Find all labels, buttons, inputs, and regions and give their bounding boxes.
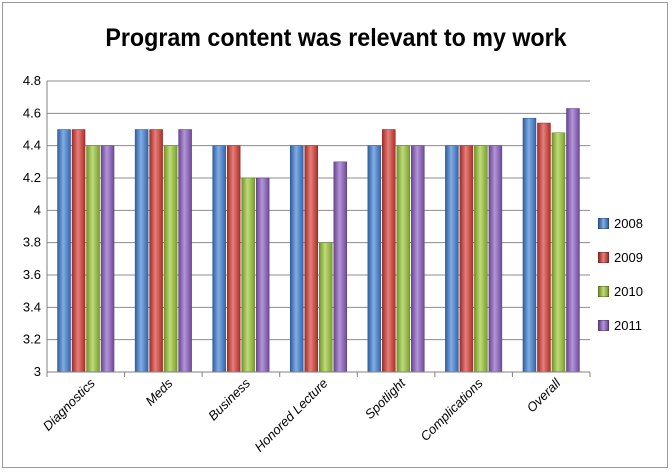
bar-business-2008 [212,145,226,373]
legend-swatch [598,285,609,297]
bar-diagnostics-2009 [71,129,86,373]
legend-label: 2008 [614,215,643,231]
bar-meds-2008 [134,129,149,373]
grid-lines [47,80,590,373]
bar-overall-2009 [537,122,551,373]
bar-diagnostics-2010 [86,145,100,373]
bar-spotlight-2011 [411,145,425,373]
bar-spotlight-2009 [382,129,396,373]
legend-swatch [598,217,609,229]
x-category-label: Honored Lecture [252,376,331,455]
y-tick-label: 3.8 [23,235,41,250]
bar-honored-lecture-2008 [290,145,304,373]
bar-business-2011 [255,177,270,373]
bar-meds-2009 [149,129,163,373]
bar-complications-2009 [459,145,474,373]
chart-title: Program content was relevant to my work [105,24,567,52]
x-category-label: Meds [142,375,175,408]
legend-item-2011: 2011 [598,308,668,342]
y-tick-label: 3.2 [23,332,41,347]
x-category-label: Spotlight [362,375,409,422]
y-tick-label: 4.6 [23,105,41,120]
legend-label: 2010 [614,283,643,299]
legend-swatch [598,251,609,263]
bar-business-2009 [226,145,241,373]
legend-item-2010: 2010 [598,274,668,308]
bar-complications-2008 [445,145,459,373]
bar-honored-lecture-2009 [304,145,318,373]
axes [46,81,591,377]
y-tick-label: 4.2 [23,170,41,185]
x-category-label: Business [205,375,253,423]
x-category-label: Complications [417,375,486,444]
legend: 2008 2009 2010 2011 [598,206,668,342]
y-tick-label: 4 [34,202,41,217]
legend-swatch [598,319,609,331]
bars [57,108,580,373]
x-category-label: Diagnostics [40,375,98,433]
legend-label: 2009 [614,249,643,265]
bar-honored-lecture-2011 [333,161,347,373]
bar-meds-2010 [163,145,178,373]
bar-diagnostics-2011 [100,145,115,373]
y-tick-label: 3.4 [23,299,41,314]
bar-diagnostics-2008 [57,129,71,373]
bar-overall-2011 [566,108,580,373]
y-tick-label: 4.8 [23,73,41,88]
legend-item-2008: 2008 [598,206,668,240]
bar-business-2010 [241,177,255,373]
bar-complications-2011 [488,145,503,373]
legend-item-2009: 2009 [598,240,668,274]
bar-honored-lecture-2010 [319,242,333,373]
y-tick-label: 3.6 [23,267,41,282]
bar-complications-2010 [474,145,488,373]
legend-label: 2011 [614,317,642,333]
bar-overall-2008 [522,117,537,373]
bar-meds-2011 [178,129,192,373]
y-tick-label: 3 [34,364,41,379]
y-tick-label: 4.4 [23,138,41,153]
bar-overall-2010 [551,132,566,373]
x-category-label: Overall [524,375,565,416]
bar-spotlight-2010 [396,145,411,373]
bar-spotlight-2008 [367,145,382,373]
